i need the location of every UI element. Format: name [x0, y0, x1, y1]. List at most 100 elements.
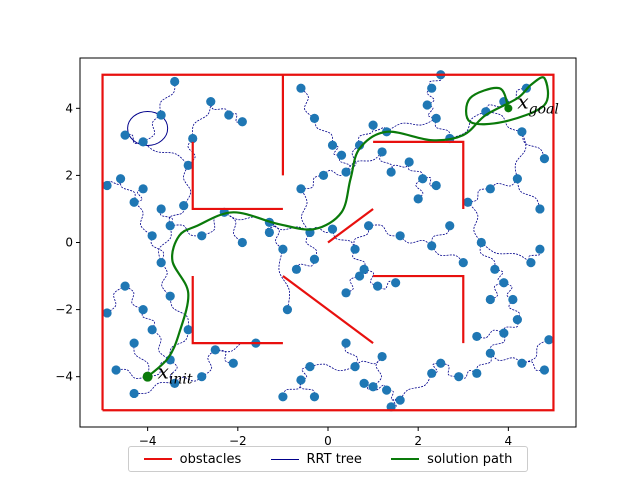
y-tick-label: −4	[55, 370, 73, 384]
tree-node	[120, 281, 130, 291]
tree-node	[454, 372, 464, 382]
tree-edge	[368, 224, 401, 237]
tree-node	[291, 264, 302, 274]
y-tick-label: 4	[65, 101, 73, 115]
tree-edge	[353, 225, 370, 250]
legend-swatch-path	[391, 458, 420, 460]
tree-edge	[183, 165, 192, 206]
tree-node	[517, 127, 527, 137]
obstacles	[101, 73, 555, 412]
tree-node	[138, 304, 148, 315]
tree-node	[472, 331, 482, 342]
legend-entry-obstacles: obstacles	[143, 451, 242, 467]
tree-edge	[159, 81, 176, 116]
obstacle-segment	[282, 275, 374, 345]
tree-node	[179, 201, 189, 211]
tree-node	[278, 244, 288, 254]
tree-node	[129, 197, 139, 207]
tree-node	[418, 174, 428, 184]
tree-edge	[201, 211, 225, 237]
tree-edge	[106, 178, 121, 186]
tree-node	[170, 378, 180, 388]
tree-edge	[521, 339, 550, 364]
tree-node	[382, 385, 392, 395]
tree-node	[138, 137, 148, 147]
tree-edge	[124, 285, 144, 310]
tree-edge	[354, 356, 383, 367]
tree-node	[350, 244, 360, 254]
tree-edge	[120, 178, 136, 203]
obstacle-segment	[327, 208, 374, 244]
tree-node	[138, 184, 148, 194]
x-tick-label: −4	[139, 434, 157, 448]
tree-node	[197, 372, 207, 382]
solution-path-line	[146, 76, 550, 378]
tree-node	[341, 167, 351, 177]
tree-edge	[449, 111, 486, 139]
tree-edge	[160, 262, 171, 297]
start-label: xinit	[158, 360, 193, 388]
tree-node	[170, 76, 180, 87]
tree-edge	[116, 368, 148, 379]
tree-node	[147, 325, 157, 335]
tree-edge	[133, 201, 153, 237]
tree-node	[318, 170, 329, 181]
tree-edge	[133, 343, 150, 377]
legend-entry-path: solution path	[391, 452, 512, 467]
x-tick-label: 0	[324, 434, 332, 448]
tree-node	[476, 237, 486, 248]
tree-node	[165, 221, 175, 231]
tree-node	[535, 204, 545, 214]
tree-edge	[345, 144, 360, 173]
goal-label: xgoal	[517, 89, 559, 117]
tree-node	[499, 278, 509, 288]
tree-nodes	[102, 70, 554, 412]
tree-node	[188, 133, 198, 144]
tree-edge	[134, 382, 175, 394]
tree-node	[485, 348, 495, 358]
obstacle-segment	[191, 141, 283, 211]
x-tick-label: 2	[414, 434, 422, 448]
tree-edge	[314, 118, 334, 146]
tree-node	[237, 117, 247, 127]
tree-edge	[192, 101, 212, 139]
tree-edge	[224, 211, 243, 243]
tree-edge	[372, 356, 383, 388]
tree-node	[296, 375, 306, 385]
tree-node	[377, 351, 387, 362]
tree-edge	[142, 141, 189, 166]
tree-node	[413, 194, 423, 204]
tree-edge	[158, 225, 172, 263]
tree-node	[282, 304, 293, 315]
tree-edge	[431, 245, 464, 263]
tree-node	[427, 368, 437, 378]
y-tick-label: 2	[65, 168, 73, 182]
axis-ticks: −4 −2 0 2 4 −4 −2 0 2 4	[55, 101, 512, 448]
tree-node	[458, 258, 468, 268]
tree-edge	[309, 363, 356, 372]
tree-node	[197, 231, 207, 241]
tree-node	[156, 204, 166, 214]
legend: obstacles RRT tree solution path	[128, 446, 528, 472]
tree-node	[445, 221, 455, 231]
tree-edge	[169, 296, 189, 330]
tree-node	[296, 83, 306, 93]
y-tick-label: 0	[65, 236, 73, 250]
tree-node	[427, 241, 437, 251]
tree-node	[373, 281, 383, 291]
tree-node	[129, 388, 139, 399]
tree-edge	[151, 329, 171, 361]
tree-node	[129, 338, 139, 348]
tree-edge	[386, 118, 437, 133]
tree-edge	[516, 178, 541, 210]
tree-node	[147, 231, 157, 241]
tree-node	[210, 345, 220, 355]
tree-node	[485, 184, 495, 194]
legend-label-tree: RRT tree	[306, 451, 362, 467]
obstacle-segment	[191, 276, 283, 345]
y-tick-label: −2	[55, 303, 73, 317]
legend-label-obstacles: obstacles	[179, 451, 242, 467]
goal-marker	[504, 104, 513, 113]
tree-node	[224, 110, 234, 120]
